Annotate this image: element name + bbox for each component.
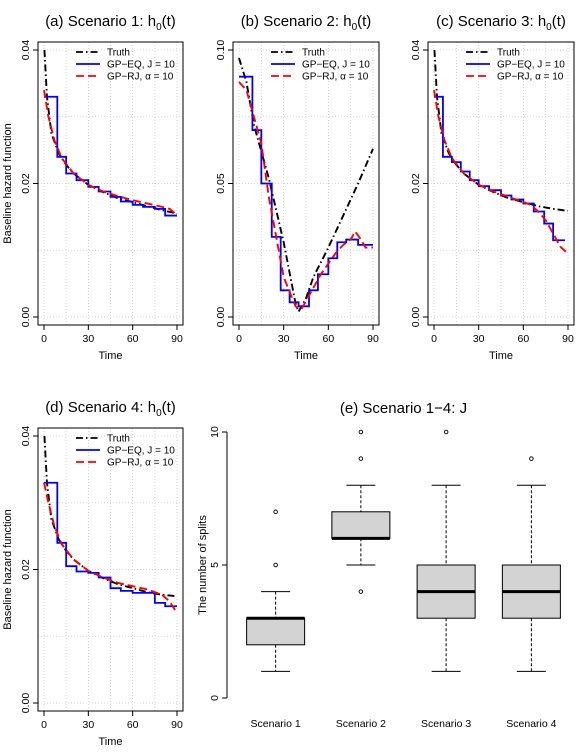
title-text: (a) Scenario 1: <box>45 13 148 30</box>
legend-label-0: Truth <box>302 48 325 59</box>
legend-label-1: GP−EQ, J = 10 <box>107 60 175 71</box>
legend-label-0: Truth <box>107 48 130 59</box>
title-subscript: 0 <box>156 408 162 419</box>
x-tick-label: 0 <box>431 333 437 345</box>
y-tick-label: 0 <box>209 695 221 701</box>
title-text: (d) Scenario 4: <box>45 399 148 416</box>
panel-0: (a) Scenario 1: h0(t) <box>33 13 184 330</box>
title-subscript: 0 <box>156 22 162 33</box>
box-iqr <box>331 511 391 539</box>
y-tick-label: 10 <box>209 426 221 438</box>
panel-title: (d) Scenario 4: h0(t) <box>45 399 176 419</box>
title-math: h <box>343 13 351 30</box>
y-tick-label: 0.00 <box>20 307 32 328</box>
panel-4 <box>222 429 561 699</box>
title-tail: (t) <box>357 13 371 30</box>
x-tick-label: 60 <box>127 333 139 345</box>
title-math: h <box>148 13 156 30</box>
panel-title: (e) Scenario 1−4: J <box>340 400 467 417</box>
series-line-1 <box>239 75 373 308</box>
outlier-point <box>529 456 534 461</box>
x-tick-label: 90 <box>367 333 379 345</box>
series-line-1 <box>44 481 177 608</box>
title-math: h <box>538 13 546 30</box>
legend-label-1: GP−EQ, J = 10 <box>302 60 370 71</box>
outlier-point <box>358 456 364 461</box>
panel-1: (b) Scenario 2: h0(t) <box>228 13 380 330</box>
x-tick-label: 0 <box>41 333 47 345</box>
x-tick-label: 60 <box>127 719 139 731</box>
outlier-point <box>358 589 364 594</box>
x-tick-label: 30 <box>278 333 290 345</box>
legend-label-2: GP−RJ, α = 10 <box>497 72 564 83</box>
y-tick-label: 5 <box>209 562 221 568</box>
x-tick-label: 30 <box>82 333 94 345</box>
outlier-point <box>358 429 364 435</box>
legend-label-0: Truth <box>107 434 130 445</box>
panel-title: (b) Scenario 2: h0(t) <box>241 13 372 33</box>
title-subscript: 0 <box>546 22 552 33</box>
box-iqr <box>246 617 306 646</box>
series-line-2 <box>433 89 569 255</box>
y-tick-label: 0.05 <box>215 173 227 194</box>
y-axis-label: The number of splits <box>197 515 209 615</box>
panel-title: (a) Scenario 1: h0(t) <box>45 13 176 33</box>
legend-label-1: GP−EQ, J = 10 <box>497 60 565 71</box>
panel-3: (d) Scenario 4: h0(t) <box>33 399 184 716</box>
x-axis-label: Time <box>98 350 122 362</box>
y-tick-label: 0.04 <box>20 40 32 61</box>
series-line-0 <box>238 57 374 314</box>
x-tick-label: 60 <box>322 333 334 345</box>
x-tick-label: 0 <box>41 719 47 731</box>
panel-2: (c) Scenario 3: h0(t) <box>423 13 575 330</box>
legend-label-2: GP−RJ, α = 10 <box>107 72 174 83</box>
x-tick-label: 90 <box>171 333 183 345</box>
title-math: h <box>148 399 156 416</box>
x-tick-label: 90 <box>562 333 574 345</box>
y-tick-label: 0.00 <box>20 693 32 714</box>
x-tick-label: 30 <box>473 333 485 345</box>
title-tail: (t) <box>162 13 176 30</box>
y-axis-label: Baseline hazard function <box>2 123 14 243</box>
x-tick-label: 0 <box>236 333 242 345</box>
y-tick-label: 0.02 <box>410 173 422 194</box>
outlier-point <box>443 429 449 435</box>
y-tick-label: 0.02 <box>20 173 32 194</box>
x-axis-label: Time <box>294 350 318 362</box>
series-line-1 <box>434 95 566 242</box>
outlier-point <box>273 509 278 515</box>
y-tick-label: 0.04 <box>20 426 32 447</box>
panel-title: (c) Scenario 3: h0(t) <box>436 13 566 33</box>
legend-label-0: Truth <box>497 48 520 59</box>
legend-label-2: GP−RJ, α = 10 <box>107 458 174 469</box>
category-label: Scenario 2 <box>336 718 386 730</box>
category-label: Scenario 4 <box>506 718 556 730</box>
y-tick-label: 0.00 <box>215 307 227 328</box>
title-tail: (t) <box>552 13 566 30</box>
x-axis-label: Time <box>98 736 122 748</box>
category-label: Scenario 3 <box>421 718 471 730</box>
series-line-2 <box>43 89 178 216</box>
series-line-2 <box>43 482 178 614</box>
title-tail: (t) <box>162 399 176 416</box>
y-axis-label: Baseline hazard function <box>2 509 14 629</box>
title-text: (b) Scenario 2: <box>241 13 344 30</box>
y-tick-label: 0.02 <box>20 559 32 580</box>
series-line-2 <box>238 81 373 311</box>
title-text: (c) Scenario 3: <box>436 13 538 30</box>
y-tick-label: 0.04 <box>410 40 422 61</box>
y-tick-label: 0.10 <box>215 40 227 61</box>
y-tick-label: 0.00 <box>410 307 422 328</box>
x-axis-label: Time <box>489 350 513 362</box>
x-tick-label: 90 <box>171 719 183 731</box>
category-label: Scenario 1 <box>251 718 301 730</box>
title-subscript: 0 <box>352 22 358 33</box>
x-tick-label: 60 <box>517 333 529 345</box>
outlier-point <box>273 562 278 568</box>
x-tick-label: 30 <box>82 719 94 731</box>
legend-label-2: GP−RJ, α = 10 <box>302 72 369 83</box>
legend-label-1: GP−EQ, J = 10 <box>107 446 175 457</box>
